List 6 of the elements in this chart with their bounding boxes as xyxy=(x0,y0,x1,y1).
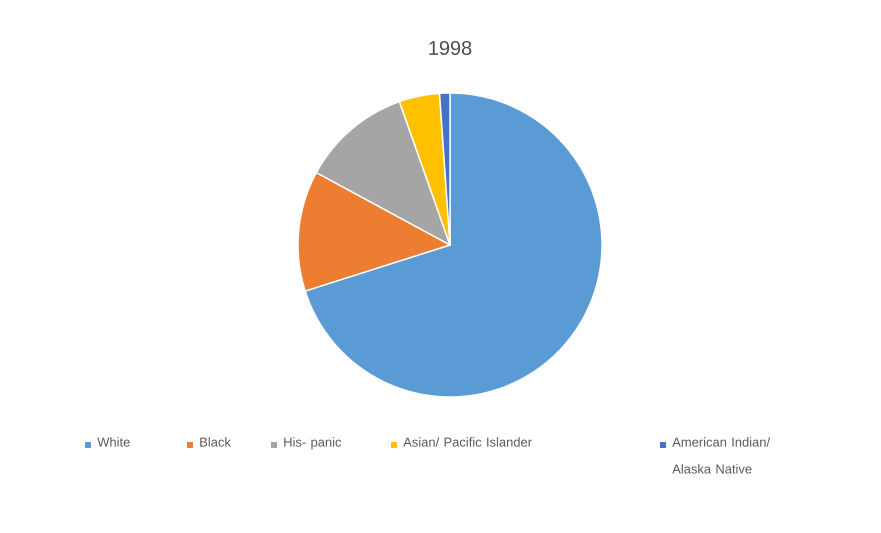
legend-label: His- panic xyxy=(284,437,342,450)
legend-label: Asian/ Pacific Islander xyxy=(403,437,532,447)
legend-label: Black xyxy=(200,437,231,447)
chart-title: 1998 xyxy=(429,40,472,56)
legend-label: White xyxy=(97,437,130,447)
category-label: American Indian/ Alaska Native xyxy=(672,437,770,474)
